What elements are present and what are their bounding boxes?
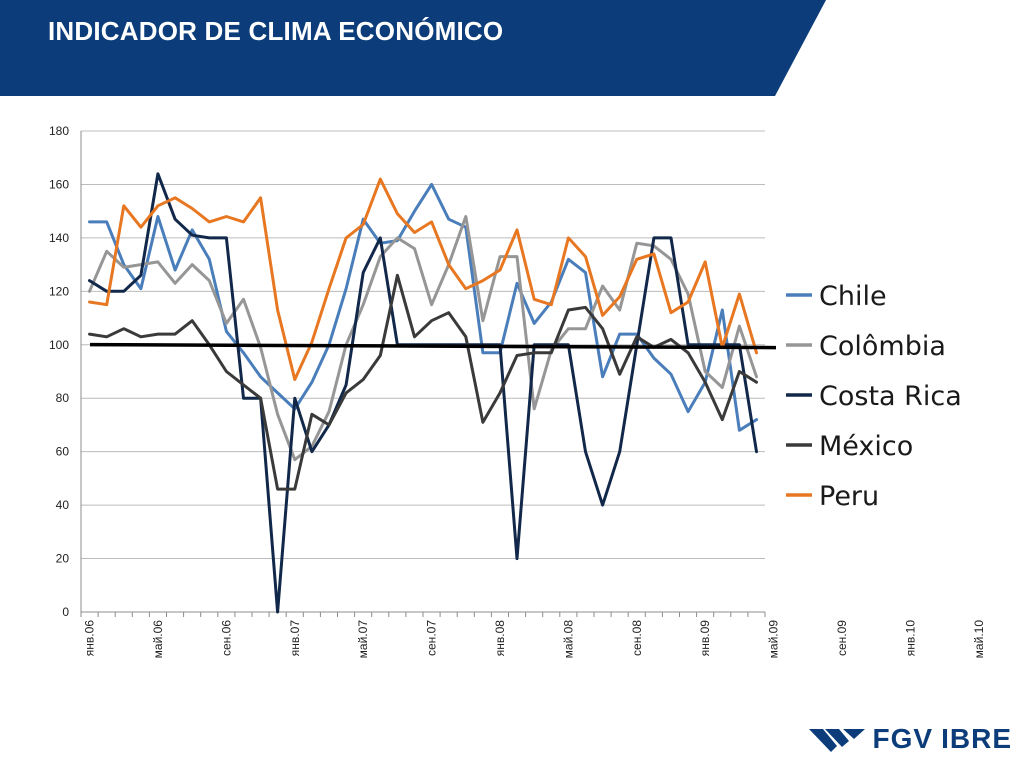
legend-label: México bbox=[819, 431, 913, 462]
y-tick-label: 40 bbox=[56, 498, 70, 512]
legend-label: Chile bbox=[819, 281, 887, 312]
x-tick-label: май.10 bbox=[972, 620, 986, 659]
y-tick-label: 180 bbox=[49, 124, 69, 138]
x-tick-label: май.06 bbox=[151, 620, 165, 659]
y-tick-label: 100 bbox=[49, 338, 69, 352]
logo-ibre-text: IBRE bbox=[941, 723, 1012, 754]
x-tick-label: янв.07 bbox=[288, 620, 302, 657]
x-tick-label: янв.08 bbox=[493, 620, 507, 657]
fgv-ibre-logo: FGV IBRE bbox=[808, 723, 1012, 754]
x-tick-label: янв.10 bbox=[903, 620, 917, 657]
y-tick-label: 140 bbox=[49, 231, 69, 245]
x-tick-label: янв.09 bbox=[698, 620, 712, 657]
y-tick-label: 60 bbox=[56, 445, 70, 459]
y-tick-label: 80 bbox=[56, 391, 70, 405]
legend-label: Peru bbox=[819, 481, 879, 512]
x-tick-label: сен.08 bbox=[630, 620, 644, 656]
y-tick-label: 20 bbox=[56, 552, 70, 566]
x-tick-label: сен.06 bbox=[219, 620, 233, 656]
series-line-m-xico bbox=[88, 273, 758, 491]
y-tick-label: 0 bbox=[62, 605, 69, 619]
reference-line bbox=[89, 342, 777, 350]
series-line-peru bbox=[88, 177, 758, 381]
x-tick-label: май.08 bbox=[561, 620, 575, 659]
y-tick-label: 120 bbox=[49, 284, 69, 298]
fgv-chevron-logo-icon bbox=[808, 729, 865, 752]
x-tick-label: май.09 bbox=[767, 620, 781, 659]
x-tick-label: сен.09 bbox=[835, 620, 849, 656]
header-banner bbox=[0, 0, 826, 96]
x-tick-label: янв.06 bbox=[83, 620, 97, 657]
series-line-col-mbia bbox=[88, 215, 758, 462]
page-title: INDICADOR DE CLIMA ECONÓMICO bbox=[48, 16, 504, 46]
series-line-chile bbox=[88, 182, 758, 432]
legend-label: Costa Rica bbox=[819, 381, 962, 412]
y-tick-label: 160 bbox=[49, 177, 69, 191]
x-tick-label: май.07 bbox=[356, 620, 370, 659]
legend-label: Colômbia bbox=[819, 331, 946, 362]
x-tick-label: сен.07 bbox=[425, 620, 439, 656]
logo-fgv-text: FGV bbox=[872, 723, 934, 754]
